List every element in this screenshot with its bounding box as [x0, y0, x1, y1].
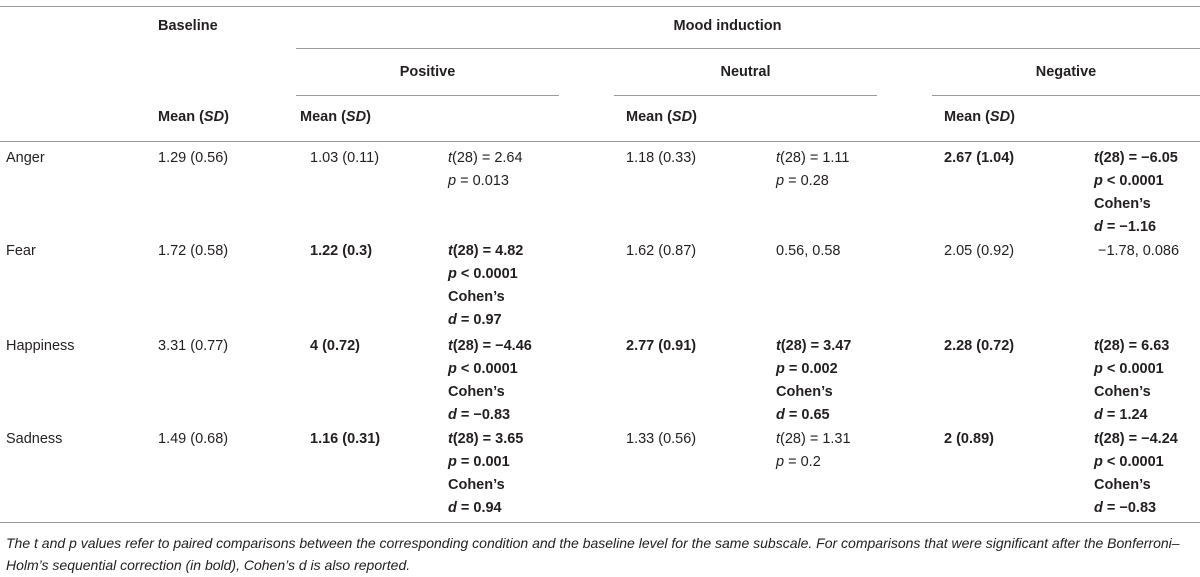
- baseline-header: Baseline: [158, 18, 218, 34]
- fear-baseline: 1.72 (0.58): [158, 243, 229, 259]
- anger-negative-mean: 2.67 (1.04): [944, 150, 1015, 166]
- table-top-rule: [0, 6, 1200, 7]
- fear-positive-stats: t(28) = 4.82 p < 0.0001 Cohen’s d = 0.97: [448, 243, 524, 328]
- neutral-rule: [614, 95, 877, 96]
- happiness-negative-mean: 2.28 (0.72): [944, 338, 1015, 354]
- happiness-positive-mean: 4 (0.72): [310, 338, 360, 354]
- fear-neutral-stats: 0.56, 0.58: [776, 243, 841, 259]
- positive-mean-sd-header: Mean (SD): [300, 109, 371, 125]
- table-footnote: The t and p values refer to paired compa…: [6, 535, 1180, 573]
- fear-neutral-mean: 1.62 (0.87): [626, 243, 697, 259]
- negative-rule: [932, 95, 1200, 96]
- row-label-anger: Anger: [6, 150, 45, 166]
- anger-neutral-stats: t(28) = 1.11 p = 0.28: [776, 150, 850, 189]
- positive-rule: [296, 95, 559, 96]
- baseline-mean-sd-header: Mean (SD): [158, 109, 229, 125]
- mood-induction-rule: [296, 48, 1200, 49]
- table-bottom-rule: [0, 522, 1200, 523]
- row-label-happiness: Happiness: [6, 338, 75, 354]
- neutral-header: Neutral: [720, 64, 771, 80]
- negative-header: Negative: [1035, 64, 1097, 80]
- row-label-sadness: Sadness: [6, 431, 63, 447]
- happiness-baseline: 3.31 (0.77): [158, 338, 229, 354]
- sadness-neutral-mean: 1.33 (0.56): [626, 431, 697, 447]
- anger-positive-stats: t(28) = 2.64 p = 0.013: [448, 150, 523, 189]
- fear-negative-stats: −1.78, 0.086: [1098, 243, 1180, 259]
- happiness-positive-stats: t(28) = −4.46 p < 0.0001 Cohen’s d = −0.…: [448, 338, 532, 423]
- anger-negative-stats: t(28) = −6.05 p < 0.0001 Cohen’s d = −1.…: [1094, 150, 1178, 235]
- row-label-fear: Fear: [6, 243, 36, 259]
- sadness-positive-stats: t(28) = 3.65 p = 0.001 Cohen’s d = 0.94: [448, 431, 524, 516]
- happiness-neutral-stats: t(28) = 3.47 p = 0.002 Cohen’s d = 0.65: [776, 338, 852, 423]
- negative-mean-sd-header: Mean (SD): [944, 109, 1015, 125]
- positive-header: Positive: [399, 64, 456, 80]
- header-bottom-rule: [0, 141, 1200, 142]
- sadness-negative-mean: 2 (0.89): [944, 431, 994, 447]
- anger-positive-mean: 1.03 (0.11): [310, 150, 380, 166]
- fear-negative-mean: 2.05 (0.92): [944, 243, 1015, 259]
- happiness-neutral-mean: 2.77 (0.91): [626, 338, 697, 354]
- anger-baseline: 1.29 (0.56): [158, 150, 229, 166]
- fear-positive-mean: 1.22 (0.3): [310, 243, 373, 259]
- mood-induction-label: Mood induction: [673, 18, 782, 34]
- mood-induction-header: Mood induction: [0, 18, 1200, 34]
- sadness-neutral-stats: t(28) = 1.31 p = 0.2: [776, 431, 851, 470]
- neutral-mean-sd-header: Mean (SD): [626, 109, 697, 125]
- happiness-negative-stats: t(28) = 6.63 p < 0.0001 Cohen’s d = 1.24: [1094, 338, 1170, 423]
- sadness-negative-stats: t(28) = −4.24 p < 0.0001 Cohen’s d = −0.…: [1094, 431, 1178, 516]
- sadness-positive-mean: 1.16 (0.31): [310, 431, 381, 447]
- anger-neutral-mean: 1.18 (0.33): [626, 150, 697, 166]
- sadness-baseline: 1.49 (0.68): [158, 431, 229, 447]
